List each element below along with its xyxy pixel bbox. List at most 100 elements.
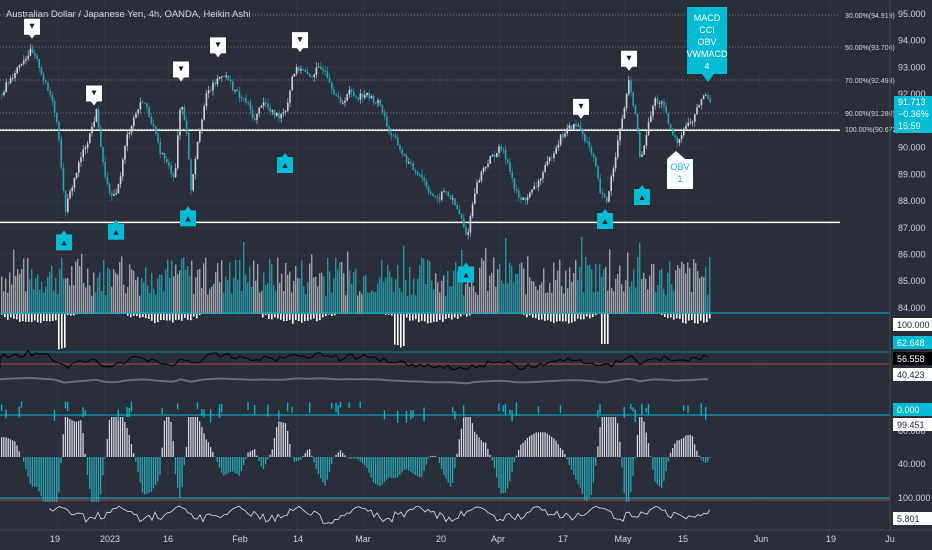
volume-bar (613, 291, 615, 314)
candle-body (177, 135, 179, 169)
volume-bar (235, 259, 237, 314)
candle-body (159, 142, 161, 154)
candle-body (148, 107, 150, 117)
volume-bar (325, 295, 327, 314)
volume-bar (459, 266, 461, 314)
pane1-histogram-bar (166, 314, 168, 321)
candle-body (641, 154, 643, 157)
pane1-histogram-bar (172, 314, 174, 323)
volume-bar (261, 290, 263, 314)
indicator-value-text: 100.000 (897, 320, 930, 330)
volume-bar (685, 273, 687, 314)
volume-bar (277, 257, 279, 314)
pane1-histogram-bar (46, 314, 48, 322)
pane1-histogram-bar (142, 314, 144, 318)
candle-body (386, 116, 388, 127)
candle-body (75, 172, 78, 179)
sell-arrow-icon (578, 103, 584, 109)
candle-body (18, 65, 21, 68)
volume-bar (27, 257, 29, 314)
pane2-histogram-bar (577, 457, 579, 485)
candle-body (588, 141, 590, 147)
pane2-histogram-bar (529, 436, 531, 457)
candle-body (430, 192, 432, 194)
pane2-histogram-bar (665, 457, 667, 472)
candle-body (419, 174, 421, 176)
pane1-histogram-bar (274, 314, 276, 318)
pane2-histogram-bar (89, 457, 91, 489)
volume-bar (91, 295, 93, 314)
volume-bar (683, 264, 685, 314)
pane2-histogram-bar (287, 430, 289, 457)
candle-body (174, 168, 177, 178)
pane1-histogram-bar (466, 314, 468, 317)
price-tick-label: 84.000 (898, 303, 926, 313)
pane2-histogram-bar (31, 457, 34, 487)
volume-bar (649, 275, 651, 314)
candle-body (537, 180, 540, 187)
pane2-histogram-bar (265, 457, 267, 465)
candle-body (155, 126, 157, 134)
pane2-histogram-bar (553, 438, 555, 457)
volume-bar (107, 267, 109, 314)
pane2-histogram-bar (588, 457, 590, 499)
pane2-histogram-bar (256, 455, 258, 457)
last-price-text: −0.36% (898, 109, 929, 119)
pane2-histogram-bar (243, 457, 245, 466)
volume-bar (577, 280, 579, 314)
pane2-histogram-bar (346, 457, 348, 458)
candle-body (408, 162, 410, 164)
volume-bar (537, 290, 539, 314)
candle-body (691, 121, 694, 123)
sell-arrow-icon (91, 90, 97, 96)
candle-body (45, 80, 47, 83)
pane1-histogram-bar (286, 314, 288, 321)
candle-body (304, 69, 307, 73)
pane2-histogram-bar (491, 457, 493, 461)
pane2-histogram-bar (430, 455, 432, 457)
pane2-histogram-bar (392, 457, 394, 478)
volume-bar (443, 275, 445, 314)
pane2-histogram-bar (29, 457, 31, 484)
pane2-histogram-bar (405, 457, 408, 470)
candle-body (108, 183, 111, 194)
candle-body (621, 118, 623, 129)
pane2-histogram-bar (106, 439, 108, 457)
pane2-histogram-bar (84, 453, 86, 457)
volume-bar (509, 262, 511, 314)
volume-bar (663, 288, 665, 314)
volume-bar (41, 281, 43, 314)
pane2-histogram-bar (174, 457, 177, 475)
candle-body (394, 135, 397, 138)
pane2-histogram-bar (399, 457, 401, 475)
volume-bar (69, 285, 71, 314)
pane2-histogram-bar (597, 446, 599, 457)
indicator-value-badge (893, 403, 932, 416)
volume-bar (385, 277, 387, 314)
pane2-histogram-bar (245, 457, 247, 460)
pane2-histogram-bar (34, 457, 36, 487)
volume-bar (639, 242, 641, 314)
candle-body (284, 111, 287, 113)
pane2-histogram-bar (247, 452, 249, 457)
volume-bar (693, 259, 695, 314)
pane2-histogram-bar (452, 457, 454, 483)
candle-body (568, 125, 571, 129)
candle-body (526, 197, 529, 201)
pane2-volume-bar (515, 402, 518, 416)
candle-body (412, 163, 414, 171)
pane2-histogram-bar (229, 457, 232, 472)
volume-bar (123, 284, 125, 314)
pane2-histogram-bar (313, 457, 315, 463)
pane1-histogram-bar (319, 314, 321, 321)
volume-bar (113, 269, 115, 314)
volume-bar (389, 271, 391, 314)
candle-body (179, 109, 181, 136)
pane2-volume-bar (18, 406, 20, 418)
candle-body (133, 117, 135, 126)
volume-bar (195, 277, 197, 314)
volume-bar (275, 290, 277, 314)
volume-bar (293, 280, 295, 314)
pane2-histogram-bar (141, 457, 144, 493)
